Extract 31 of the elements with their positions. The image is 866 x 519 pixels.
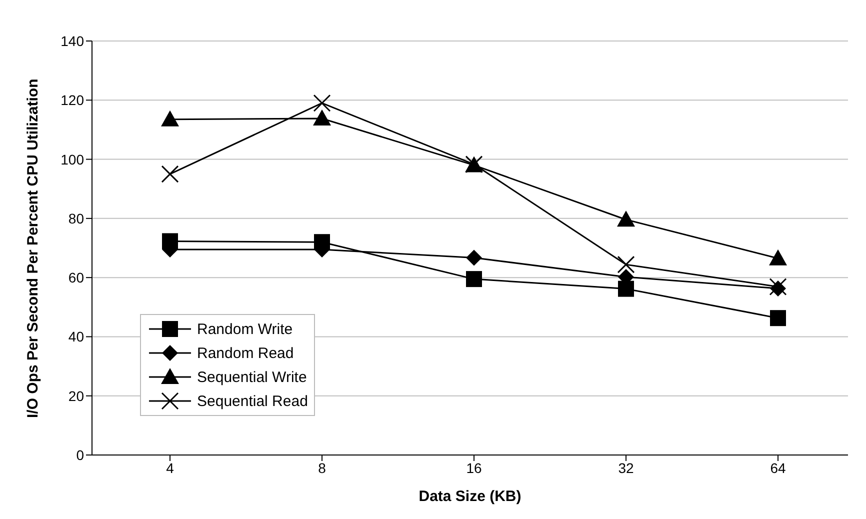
x-axis-title: Data Size (KB)	[418, 488, 522, 505]
point	[769, 278, 787, 296]
x-tick-label: 4	[166, 460, 174, 476]
legend-label: Sequential Write	[197, 368, 307, 386]
point	[618, 280, 634, 297]
point	[313, 109, 331, 126]
y-tick-label: 80	[68, 210, 84, 226]
y-tick-label: 40	[68, 328, 84, 345]
point	[466, 271, 482, 288]
y-tick-label: 60	[68, 270, 84, 286]
y-tick-label: 120	[60, 92, 84, 108]
x-tick-label: 8	[318, 460, 326, 476]
legend-label: Sequential Read	[197, 392, 308, 410]
y-tick-label: 140	[60, 32, 84, 49]
y-tick-label: 20	[68, 388, 84, 404]
x-tick-label: 64	[770, 460, 786, 476]
legend-label: Random Read	[197, 344, 294, 362]
y-tick-label: 0	[76, 446, 84, 463]
point	[769, 249, 787, 266]
x-tick-label: 32	[618, 460, 634, 476]
y-axis-title: I/O Ops Per Second Per Percent CPU Utilization	[24, 78, 42, 418]
point	[770, 310, 786, 326]
legend-label: Random Write	[197, 320, 293, 338]
point	[161, 110, 179, 126]
point	[617, 256, 635, 274]
point	[313, 94, 331, 112]
y-tick-label: 100	[60, 151, 84, 168]
point	[161, 165, 179, 183]
x-tick-label: 16	[466, 460, 482, 476]
point	[466, 250, 482, 266]
point	[617, 210, 635, 227]
